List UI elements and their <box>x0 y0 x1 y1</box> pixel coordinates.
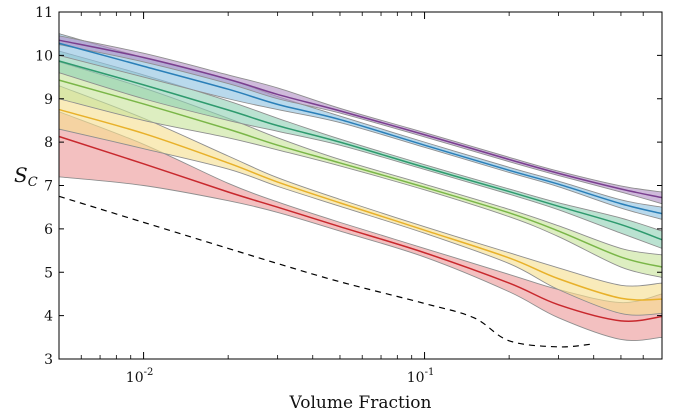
x-axis-label: Volume Fraction <box>289 393 432 413</box>
series-4-line <box>58 79 663 268</box>
series-3-line <box>58 60 663 241</box>
confidence-bands <box>58 33 663 342</box>
y-tick-label: 4 <box>44 309 53 325</box>
series-lines <box>58 39 663 322</box>
x-tick-label: 10-1 <box>407 367 435 386</box>
series-6-line <box>58 135 663 322</box>
y-tick-labels: 3 4 5 6 7 8 9 10 11 <box>35 5 53 368</box>
y-tick-label: 3 <box>44 352 53 368</box>
y-tick-label: 9 <box>44 92 53 108</box>
y-tick-label: 6 <box>44 222 53 238</box>
y-axis-label-subscript: C <box>28 175 38 190</box>
y-tick-label: 8 <box>44 135 53 151</box>
y-tick-label: 11 <box>35 5 53 21</box>
series-1-line <box>58 39 663 199</box>
y-tick-label: 5 <box>44 265 53 281</box>
y-tick-label: 10 <box>35 48 53 64</box>
x-tick-label: 10-2 <box>126 367 154 386</box>
y-tick-label: 7 <box>44 179 53 195</box>
axis-ticks <box>58 11 662 360</box>
x-tick-labels: 10-2 10-1 <box>126 367 435 386</box>
y-axis-label: SC <box>14 163 38 190</box>
series-5-line <box>58 108 663 301</box>
series-2-line <box>58 42 663 215</box>
y-axis-label-main: S <box>14 163 28 187</box>
